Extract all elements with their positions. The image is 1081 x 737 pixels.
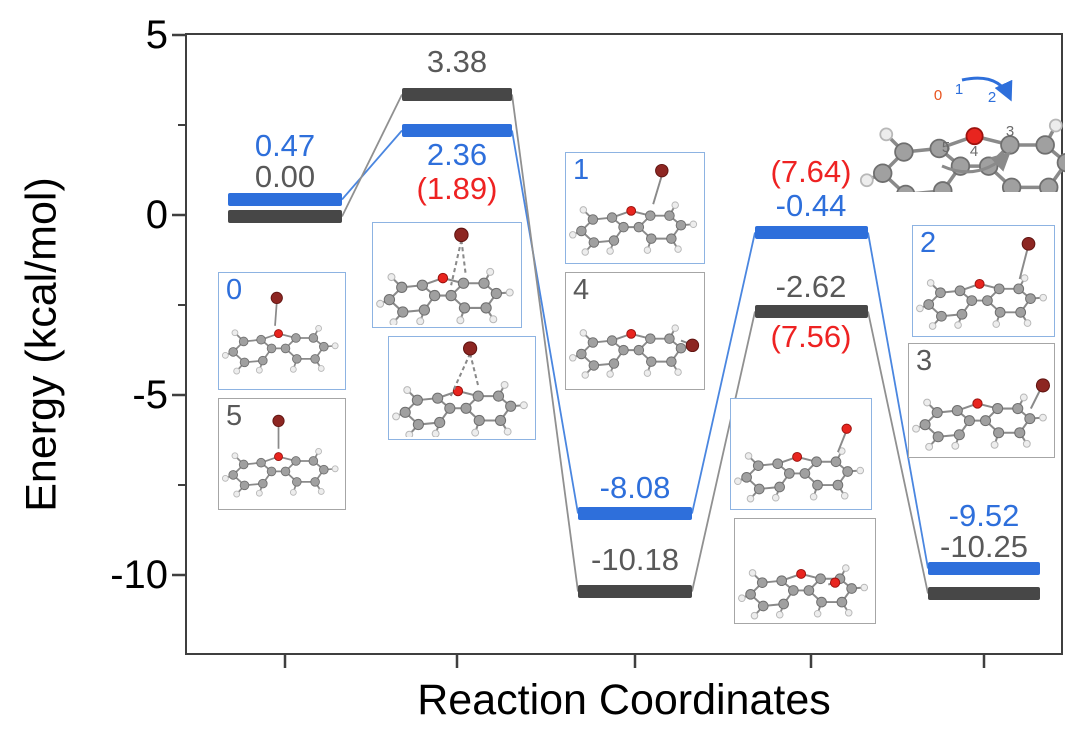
level-bar-blue-reactant [228, 193, 342, 206]
inset-label-1: 1 [573, 154, 590, 186]
energy-label-gray-ts2: -2.62 [775, 269, 847, 304]
molecule-3 [911, 378, 1050, 455]
inset-ts2-blue [730, 398, 872, 510]
energy-label-gray-product: -10.25 [940, 529, 1028, 564]
energy-label-gray-ts1: 3.38 [426, 44, 488, 79]
plot-frame [185, 33, 1063, 655]
inset-structure-1: 1 [565, 152, 705, 264]
energy-label-blue-ts1: 2.36 [426, 137, 488, 172]
inset-structure-0: 0 [218, 272, 346, 390]
energy-label-blue-ts2: -0.44 [775, 188, 847, 223]
molecule-2 [915, 236, 1052, 334]
energy-label-blue-product: -9.52 [948, 498, 1020, 533]
molecule-ts1-blue [375, 227, 519, 325]
clockwise-arrow-icon [961, 76, 1013, 102]
scheme-number-4: 4 [970, 143, 978, 160]
molecule-1 [568, 163, 702, 261]
molecule-5 [221, 414, 343, 507]
level-bar-gray-reactant [228, 210, 342, 223]
inset-label-5: 5 [226, 400, 243, 432]
level-bar-blue-ts2 [755, 226, 868, 239]
molecule-0 [221, 291, 343, 387]
inset-ts2-gray [734, 518, 876, 624]
inset-label-4: 4 [573, 274, 590, 306]
barrier-label-blue-ts2: (7.64) [770, 154, 852, 189]
energy-label-blue-reactant: 0.47 [254, 128, 316, 163]
axis-minor-ticks [178, 124, 185, 486]
molecule-ts1-gray [391, 341, 533, 437]
x-axis-title: Reaction Coordinates [417, 676, 831, 724]
y-tick-label-0: 0 [145, 193, 168, 237]
inset-structure-3: 3 [908, 343, 1055, 458]
y-tick-label-5: 5 [145, 13, 168, 57]
level-bar-blue-intermediate [578, 507, 692, 520]
inset-ts1-blue [372, 222, 522, 328]
molecule-ts2-gray [737, 521, 873, 621]
inset-structure-2: 2 [912, 225, 1055, 337]
scheme-number-0: 0 [934, 87, 942, 104]
inset-ts1-gray [388, 336, 536, 440]
energy-label-blue-intermediate: -8.08 [599, 470, 671, 505]
energy-label-gray-reactant: 0.00 [254, 159, 316, 194]
counterclockwise-arrow-icon [941, 151, 1011, 174]
inset-label-0: 0 [226, 274, 243, 306]
scheme-number-2: 2 [988, 89, 996, 106]
gray-path-connectors [341, 94, 929, 594]
inset-label-2: 2 [920, 227, 937, 259]
y-tick-label--5: -5 [132, 373, 168, 417]
level-bar-gray-ts1 [402, 88, 512, 101]
blue-path-connectors [341, 129, 929, 569]
level-bar-blue-ts1 [402, 124, 512, 137]
scheme-number-1: 1 [955, 81, 963, 98]
level-bar-gray-ts2 [755, 305, 868, 318]
barrier-label-gray-ts2: (7.56) [770, 319, 852, 354]
position-numbering-scheme: 0 1 2 3 4 5 [850, 76, 1065, 192]
scheme-number-3: 3 [1006, 123, 1014, 140]
scheme-number-5: 5 [942, 139, 950, 156]
axis-ticks [172, 33, 986, 668]
barrier-label-blue-ts1: (1.89) [416, 171, 498, 206]
molecule-ts2-blue [733, 423, 869, 507]
y-tick-label--10: -10 [110, 553, 168, 597]
inset-structure-4: 4 [565, 272, 705, 390]
inset-label-3: 3 [916, 345, 933, 377]
level-bar-blue-product [928, 562, 1040, 575]
energy-label-gray-intermediate: -10.18 [591, 542, 679, 577]
molecule-4 [568, 275, 700, 387]
level-bar-gray-product [928, 587, 1040, 600]
scheme-molecule [861, 120, 1065, 192]
level-bar-gray-intermediate [578, 585, 692, 598]
inset-structure-5: 5 [218, 398, 346, 510]
